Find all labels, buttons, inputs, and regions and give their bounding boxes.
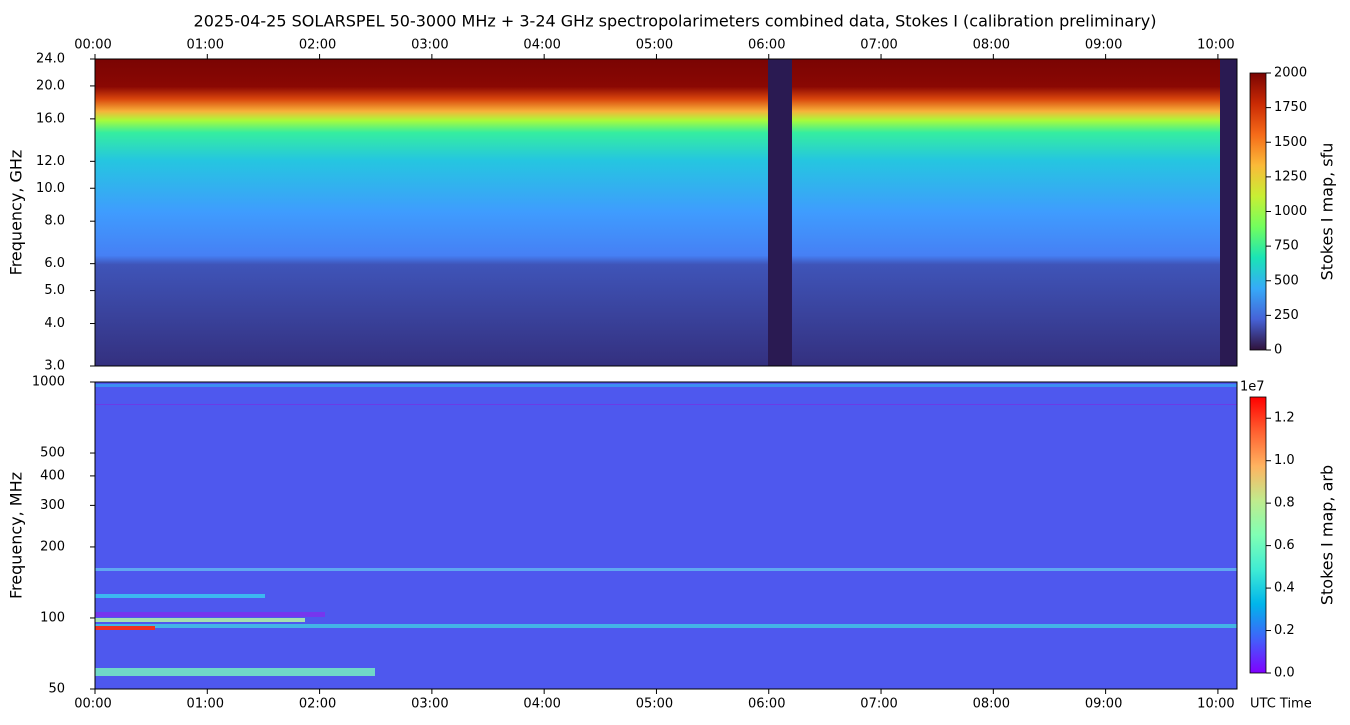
y-tick-label: 10.0	[36, 181, 65, 196]
chart-title: 2025-04-25 SOLARSPEL 50-3000 MHz + 3-24 …	[194, 12, 1157, 31]
plot-frame	[94, 58, 1238, 367]
x-tick-label: 00:00	[74, 38, 111, 53]
colorbar-tick-label: 0.2	[1274, 623, 1295, 638]
x-tick-label: 01:00	[187, 38, 224, 53]
band	[95, 404, 1237, 405]
x-tick-label: 03:00	[411, 697, 448, 712]
band	[95, 384, 1237, 387]
y-tick-label: 5.0	[44, 283, 65, 298]
colorbar-tick-label: 2000	[1274, 66, 1307, 81]
x-tick-label: 05:00	[636, 38, 673, 53]
spectrogram	[95, 59, 1237, 366]
colorbar-tick-label: 1000	[1274, 204, 1307, 219]
y-tick-label: 200	[40, 539, 65, 554]
y-tick-label: 50	[48, 682, 65, 697]
band	[95, 618, 305, 622]
band	[95, 624, 1237, 628]
band	[95, 668, 375, 676]
x-tick-label: 05:00	[636, 697, 673, 712]
x-axis-label: UTC Time	[1250, 697, 1312, 712]
x-tick-label: 02:00	[299, 38, 336, 53]
y-tick-label: 500	[40, 446, 65, 461]
y-tick-label: 24.0	[36, 52, 65, 67]
colorbar-tick-label: 0.0	[1274, 666, 1295, 681]
colorbar-tick-label: 1.2	[1274, 411, 1295, 426]
x-tick-label: 01:00	[187, 697, 224, 712]
y-tick-label: 16.0	[36, 111, 65, 126]
colorbar-tick-label: 0	[1274, 343, 1282, 358]
y-tick-label: 1000	[32, 375, 65, 390]
x-tick-label: 08:00	[973, 38, 1010, 53]
x-tick-label: 08:00	[973, 697, 1010, 712]
colorbar-label: Stokes I map, arb	[1318, 465, 1337, 605]
y-tick-label: 6.0	[44, 256, 65, 271]
heatmap-bottom	[95, 382, 1237, 689]
x-tick-label: 07:00	[860, 38, 897, 53]
x-tick-label: 06:00	[748, 697, 785, 712]
colorbar-tick-label: 500	[1274, 273, 1299, 288]
x-tick-label: 09:00	[1085, 38, 1122, 53]
colorbar-tick-label: 0.8	[1274, 496, 1295, 511]
y-tick-label: 4.0	[44, 316, 65, 331]
y-tick-label: 400	[40, 468, 65, 483]
x-tick-label: 00:00	[74, 697, 111, 712]
heatmap-top	[95, 59, 1237, 366]
data-gap	[768, 59, 792, 366]
y-tick-label: 3.0	[44, 359, 65, 374]
x-tick-label: 04:00	[523, 38, 560, 53]
y-tick-label: 100	[40, 610, 65, 625]
colorbar-tick-label: 1250	[1274, 169, 1307, 184]
colorbar-tick-label: 0.6	[1274, 538, 1295, 553]
colorbar-tick-label: 1750	[1274, 100, 1307, 115]
colorbar-tick-label: 0.4	[1274, 581, 1295, 596]
y-tick-label: 300	[40, 498, 65, 513]
colorbar-tick-label: 1500	[1274, 135, 1307, 150]
band	[95, 594, 265, 598]
band	[95, 626, 155, 630]
x-tick-label: 07:00	[860, 697, 897, 712]
colorbar-tick-label: 250	[1274, 308, 1299, 323]
colorbar-tick-label: 750	[1274, 239, 1299, 254]
colorbar	[1249, 72, 1267, 351]
x-tick-label: 10:00	[1197, 38, 1234, 53]
data-gap	[1220, 59, 1237, 366]
spectrogram	[95, 382, 1237, 689]
x-tick-label: 06:00	[748, 38, 785, 53]
y-tick-label: 12.0	[36, 154, 65, 169]
colorbar-tick-label: 1.0	[1274, 453, 1295, 468]
x-tick-label: 04:00	[523, 697, 560, 712]
y-tick-label: 8.0	[44, 214, 65, 229]
x-tick-label: 02:00	[299, 697, 336, 712]
plot-frame	[94, 381, 1238, 690]
colorbar	[1249, 396, 1267, 674]
x-tick-label: 03:00	[411, 38, 448, 53]
band	[95, 612, 325, 617]
y-tick-label: 20.0	[36, 78, 65, 93]
y-axis-label: Frequency, MHz	[7, 472, 26, 599]
y-axis-label: Frequency, GHz	[7, 150, 26, 276]
band	[95, 568, 1237, 571]
x-tick-label: 09:00	[1085, 697, 1122, 712]
colorbar-offset: 1e7	[1240, 380, 1265, 395]
x-tick-label: 10:00	[1197, 697, 1234, 712]
colorbar-label: Stokes I map, sfu	[1318, 143, 1337, 281]
